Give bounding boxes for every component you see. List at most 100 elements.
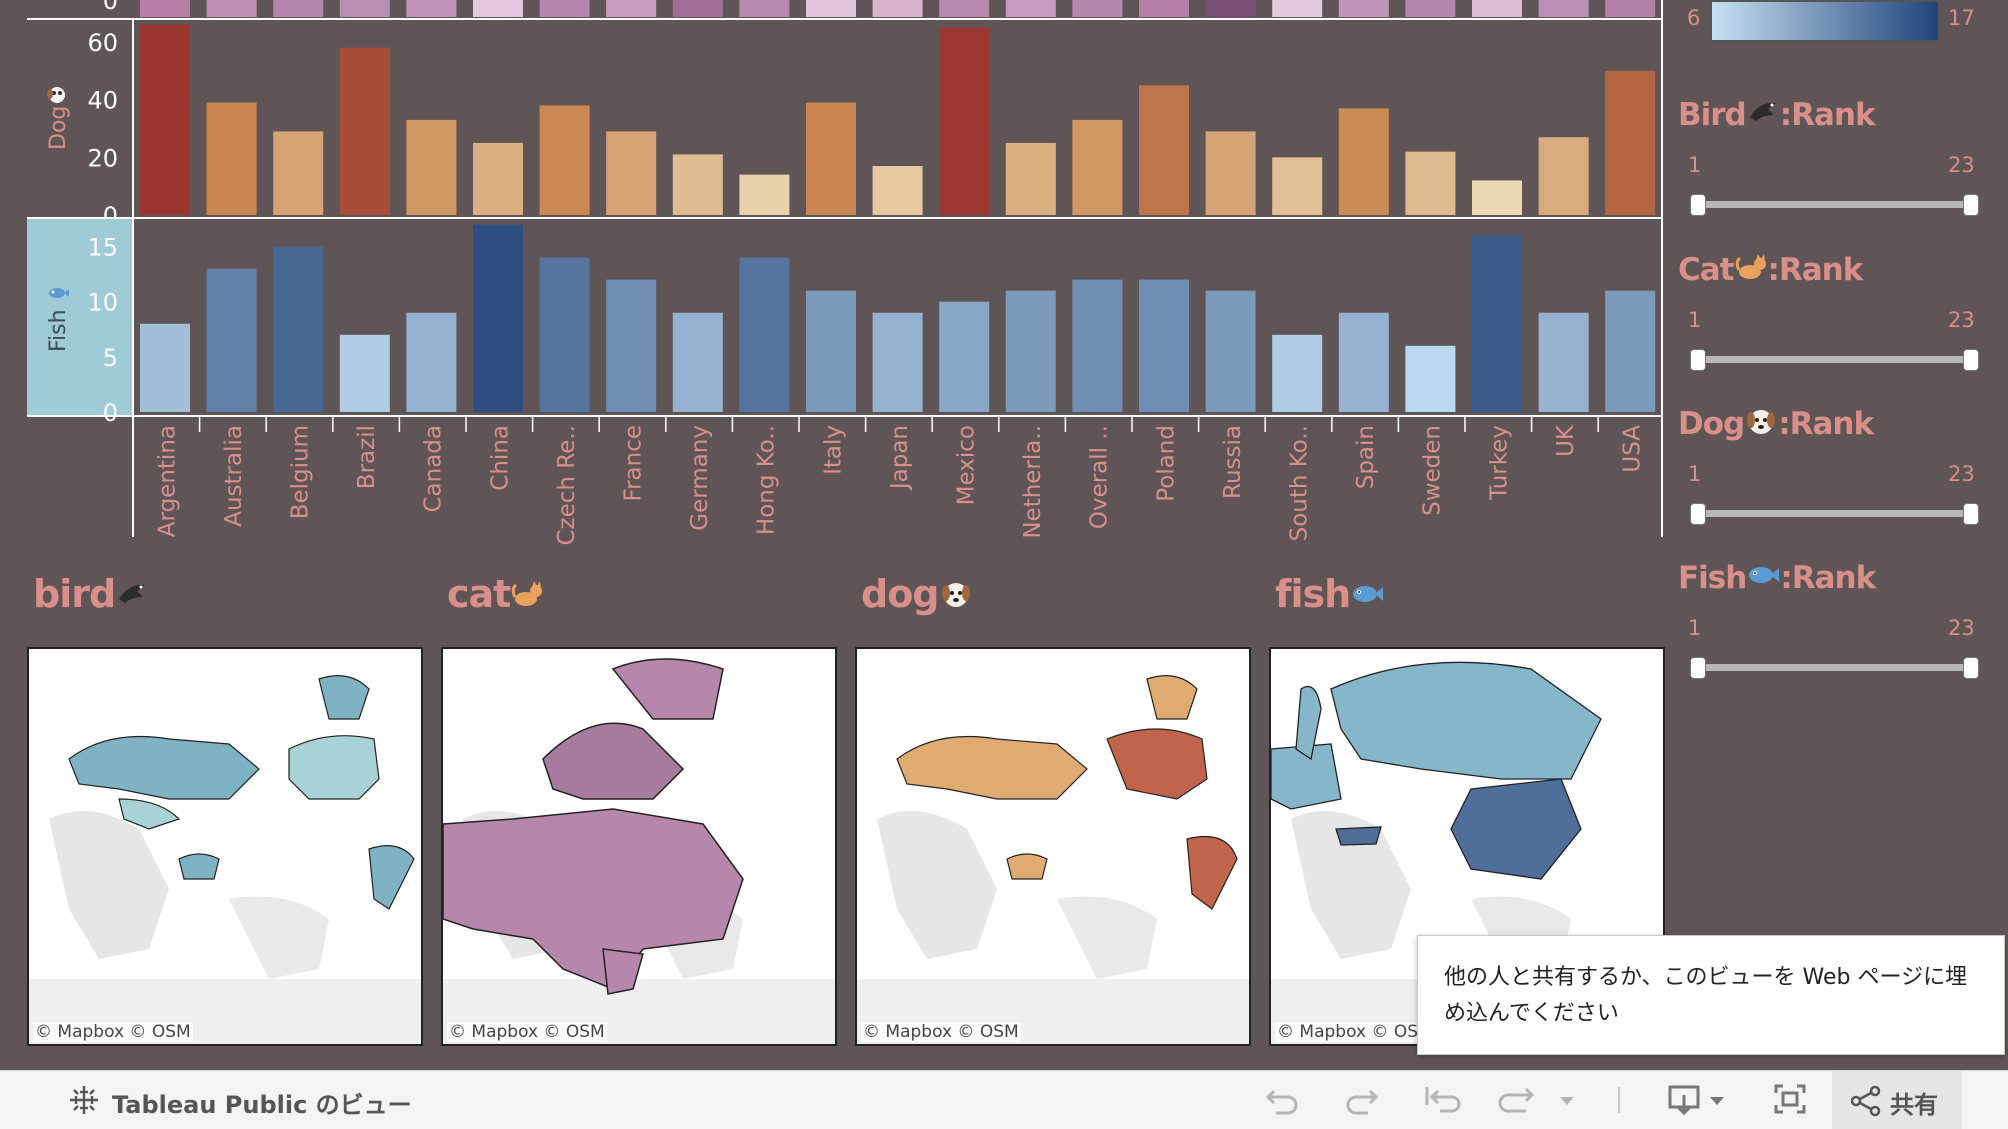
fish-bar-china <box>473 224 523 412</box>
dog-bar-brazil <box>339 47 390 215</box>
dog-bar-canada <box>406 119 457 215</box>
dog-bar-usa <box>1605 70 1656 215</box>
fish-bar-czechre <box>539 257 590 412</box>
dog-bar-china <box>473 142 523 215</box>
top-strip-cell <box>273 0 324 17</box>
map-title-fish: fish <box>1275 572 1384 620</box>
map-credit[interactable]: © Mapbox © OSM <box>447 1022 607 1042</box>
top-strip-cell <box>406 0 457 17</box>
category-label: South Ko.. <box>1287 425 1313 541</box>
dog-bar-spain <box>1338 108 1389 215</box>
category-label: Russia <box>1220 425 1246 499</box>
map-dog[interactable]: © Mapbox © OSM <box>855 647 1251 1046</box>
share-button[interactable]: 共有 <box>1832 1071 1962 1129</box>
category-label: Japan <box>887 425 913 491</box>
map-credit[interactable]: © Mapbox © OSM <box>1275 1022 1435 1042</box>
fish-bar-poland <box>1139 279 1189 412</box>
fish-axis-highlight <box>27 219 132 416</box>
map-credit[interactable]: © Mapbox © OSM <box>33 1022 193 1042</box>
fish-axis-tick: 10 <box>87 289 118 317</box>
rank-slider-track[interactable] <box>1697 664 1970 671</box>
rank-slider-max-handle[interactable] <box>1963 503 1979 525</box>
tableau-public-link[interactable]: Tableau Public のビュー <box>112 1091 412 1119</box>
rank-slider-min-handle[interactable] <box>1690 503 1706 525</box>
top-strip-cell <box>1272 0 1323 17</box>
category-label: France <box>621 425 647 501</box>
refresh-icon[interactable] <box>1496 1081 1540 1117</box>
rank-max: 23 <box>1948 616 1975 640</box>
rank-slider-min-handle[interactable] <box>1690 349 1706 371</box>
top-strip-tick: 0 <box>103 0 118 15</box>
rank-slider-max-handle[interactable] <box>1963 349 1979 371</box>
rank-slider-min-handle[interactable] <box>1690 194 1706 216</box>
rank-title-suffix: :Rank <box>1779 97 1876 133</box>
legend-min: 6 <box>1687 6 1701 30</box>
dog-bar-sweden <box>1405 151 1456 215</box>
dog-emoji-icon <box>939 576 973 620</box>
rank-min: 1 <box>1688 616 1702 640</box>
category-label: USA <box>1620 425 1646 473</box>
download-dropdown-icon[interactable] <box>1706 1081 1728 1117</box>
rank-slider-min-handle[interactable] <box>1690 657 1706 679</box>
category-label: Poland <box>1153 425 1179 502</box>
fish-bar-argentina <box>140 323 190 412</box>
fish-bar-overall <box>1072 279 1123 412</box>
dog-bar-germany <box>672 154 723 215</box>
category-label: Sweden <box>1420 425 1446 516</box>
category-label: Germany <box>687 425 713 531</box>
tooltip-text: 他の人と共有するか、このビューを Web ページに埋め込んでください <box>1444 965 1968 1026</box>
dog-bar-czechre <box>539 105 590 215</box>
dog-bar-turkey <box>1472 180 1522 215</box>
fish-bar-hongko <box>739 257 790 412</box>
bird-emoji-icon <box>1746 95 1780 137</box>
fish-axis-label: Fish <box>46 309 71 352</box>
cat-emoji-icon <box>1734 250 1768 292</box>
category-label: Overall .. <box>1087 425 1113 529</box>
dog-axis-tick: 40 <box>87 87 118 115</box>
dog-emoji-icon <box>47 87 65 103</box>
map-title-text: fish <box>1275 572 1351 616</box>
rank-slider-track[interactable] <box>1697 510 1970 517</box>
rank-slider-track[interactable] <box>1697 201 1970 208</box>
fish-bar-spain <box>1338 312 1389 412</box>
fullscreen-icon[interactable] <box>1770 1081 1810 1117</box>
map-title-text: cat <box>447 572 511 616</box>
fish-bar-brazil <box>339 334 390 412</box>
category-labels: Argentina Australia Belgium Brazil Canada Chi… <box>154 416 1646 545</box>
top-strip-cell <box>872 0 923 17</box>
category-label: Argentina <box>154 425 180 537</box>
refresh-dropdown-icon[interactable] <box>1556 1081 1578 1117</box>
rank-slider-track[interactable] <box>1697 356 1970 363</box>
dog-emoji-icon <box>1744 404 1778 446</box>
rank-title-suffix: :Rank <box>1780 560 1876 596</box>
rank-max: 23 <box>1948 153 1975 177</box>
tableau-logo-icon[interactable] <box>67 1083 101 1117</box>
map-cat[interactable]: © Mapbox © OSM <box>441 647 837 1046</box>
category-label: Italy <box>820 425 846 475</box>
legend-max: 17 <box>1948 6 1975 30</box>
rank-slider-max-handle[interactable] <box>1963 194 1979 216</box>
download-icon[interactable] <box>1665 1081 1705 1117</box>
rank-slider-max-handle[interactable] <box>1963 657 1979 679</box>
fish-axis-tick: 5 <box>103 344 118 372</box>
fish-bar-japan <box>872 312 923 412</box>
top-strip-cell <box>1472 0 1522 17</box>
dog-bar-netherla <box>1005 142 1056 215</box>
undo-icon[interactable] <box>1262 1081 1302 1117</box>
top-strip-cell <box>939 0 990 17</box>
rank-title-prefix: Fish <box>1678 560 1747 596</box>
map-canvas <box>443 649 835 1044</box>
category-label: Canada <box>421 425 447 513</box>
fish-axis-ticks: 15 10 5 0 <box>87 234 118 427</box>
rank-max: 23 <box>1948 308 1975 332</box>
dog-bar-southko <box>1272 157 1323 215</box>
revert-icon[interactable] <box>1422 1081 1466 1117</box>
rank-min: 1 <box>1688 153 1702 177</box>
fish-emoji-icon <box>1746 558 1780 600</box>
top-strip-cell <box>1005 0 1056 17</box>
map-bird[interactable]: © Mapbox © OSM <box>27 647 423 1046</box>
map-credit[interactable]: © Mapbox © OSM <box>861 1022 1021 1042</box>
share-icon <box>1850 1085 1882 1117</box>
redo-icon[interactable] <box>1342 1081 1382 1117</box>
